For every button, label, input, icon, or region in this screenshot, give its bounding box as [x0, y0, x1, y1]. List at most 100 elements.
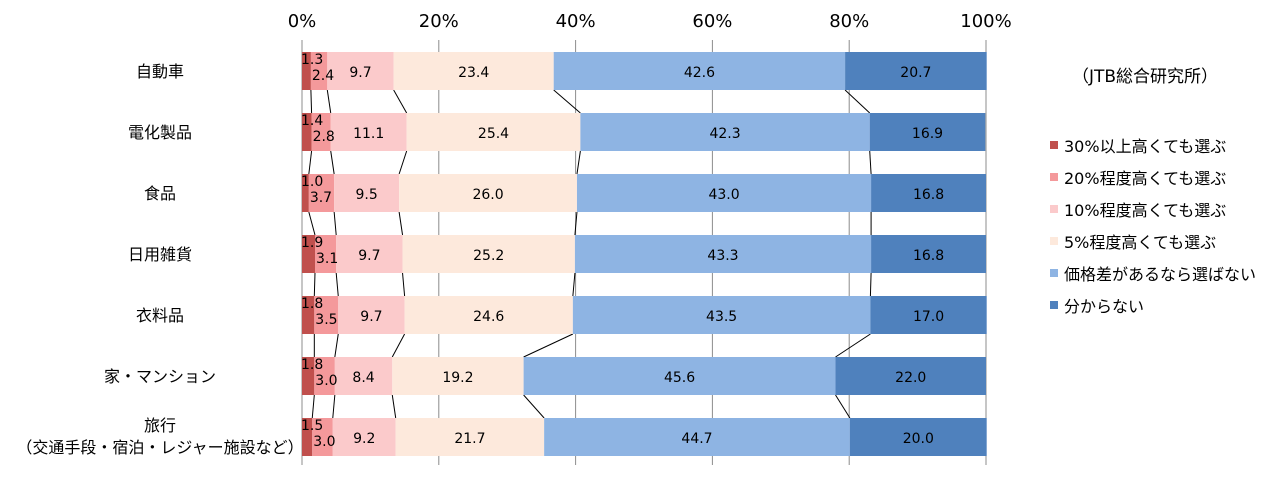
x-tick-label: 80%: [829, 11, 869, 32]
series-line: [308, 150, 313, 175]
series-line: [402, 272, 406, 297]
data-label: 19.2: [442, 370, 473, 386]
legend-swatch: [1050, 301, 1058, 309]
legend-label: 30%以上高くても選ぶ: [1064, 137, 1227, 156]
bar-segment: [574, 235, 872, 273]
category-label: 日用雑貨: [128, 245, 192, 264]
legend: （JTB総合研究所） 30%以上高くても選ぶ 20%程度高くても選ぶ 10%程度高く…: [1050, 62, 1275, 321]
data-label: 1.5: [301, 418, 323, 434]
bar-segment: [871, 235, 986, 273]
series-lines: [308, 89, 872, 419]
bar-segment: [871, 174, 986, 212]
series-line: [332, 394, 336, 419]
data-label: 2.4: [312, 68, 334, 84]
category-label-line: 旅行: [144, 416, 176, 435]
bar-segment: [576, 174, 872, 212]
data-label: 3.7: [310, 190, 332, 206]
legend-item: 10%程度高くても選ぶ: [1050, 193, 1275, 225]
bar-segment: [572, 296, 871, 334]
series-line: [391, 394, 397, 419]
data-label: 43.3: [707, 248, 738, 264]
source-note: （JTB総合研究所）: [1072, 67, 1219, 87]
bar-segment: [302, 113, 312, 151]
data-labels: 1.32.4 9.7 23.4 42.6 20.7 1.42.8 11.1 25.4 42.3 1…: [301, 52, 944, 450]
bar-segment: [399, 174, 577, 212]
x-tick-label: 60%: [692, 11, 732, 32]
series-line: [310, 89, 313, 114]
series-line: [844, 89, 871, 114]
series-line: [333, 211, 337, 236]
legend-swatch: [1050, 205, 1058, 213]
legend-item: 価格差があるなら選ばない: [1050, 257, 1275, 289]
bar-segment: [869, 113, 986, 151]
bar-segment: [302, 52, 311, 90]
data-label: 43.0: [708, 187, 739, 203]
bar-segment: [312, 418, 333, 456]
series-line: [523, 394, 545, 419]
series-line: [523, 333, 574, 358]
x-tick-label: 100%: [960, 11, 1011, 32]
data-label: 22.0: [895, 370, 926, 386]
series-line: [869, 272, 872, 297]
series-line: [398, 211, 404, 236]
bar-segment: [330, 113, 407, 151]
data-label: 1.8: [301, 357, 323, 373]
bar-segment: [314, 296, 339, 334]
legend-label: 価格差があるなら選ばない: [1064, 265, 1257, 284]
bar-segment: [314, 357, 335, 395]
series-line: [391, 333, 406, 358]
bar-segment: [332, 418, 396, 456]
bar-segment: [302, 174, 309, 212]
series-line: [311, 394, 315, 419]
legend-label: 10%程度高くても選ぶ: [1064, 201, 1227, 220]
data-label: 9.7: [358, 248, 380, 264]
data-label: 20.0: [903, 431, 934, 447]
bar-segment: [302, 418, 313, 456]
legend-item: 30%以上高くても選ぶ: [1050, 129, 1275, 161]
legend-swatch: [1050, 141, 1058, 149]
bar-segment: [404, 296, 573, 334]
series-line: [393, 89, 408, 114]
bar-segment: [845, 52, 987, 90]
bar-segment: [334, 174, 400, 212]
series-line: [835, 333, 871, 358]
data-label: 24.6: [473, 309, 504, 325]
data-label: 1.9: [301, 235, 323, 251]
x-tick-label: 0%: [288, 11, 317, 32]
bar-segment: [870, 296, 987, 334]
data-label: 3.0: [313, 434, 335, 450]
category-label: 食品: [144, 184, 176, 203]
bar-segment: [302, 357, 315, 395]
series-line: [574, 211, 578, 236]
bar-segment: [835, 357, 986, 395]
category-label: 電化製品: [128, 123, 192, 142]
data-label: 3.1: [316, 251, 338, 267]
data-label: 17.0: [913, 309, 944, 325]
category-label: 衣料品: [136, 306, 184, 325]
data-label: 16.8: [913, 187, 944, 203]
data-label: 26.0: [472, 187, 503, 203]
data-label: 25.2: [473, 248, 504, 264]
data-label: 25.4: [478, 126, 509, 142]
series-line: [308, 211, 316, 236]
bar-segment: [302, 296, 315, 334]
bar-segment: [393, 52, 554, 90]
data-label: 20.7: [900, 65, 931, 81]
bar-segment: [308, 174, 335, 212]
legend-label: 分からない: [1064, 297, 1145, 316]
series-line: [835, 394, 851, 419]
bar-segment: [544, 418, 850, 456]
bar-segment: [406, 113, 581, 151]
data-label: 21.7: [454, 431, 485, 447]
data-label: 16.9: [912, 126, 943, 142]
legend-swatch: [1050, 173, 1058, 181]
series-line: [330, 150, 335, 175]
bars: [302, 52, 987, 456]
data-label: 1.3: [301, 52, 323, 68]
data-label: 1.0: [301, 174, 323, 190]
series-line: [572, 272, 576, 297]
bar-segment: [314, 235, 337, 273]
data-label: 45.6: [664, 370, 695, 386]
data-label: 42.3: [709, 126, 740, 142]
